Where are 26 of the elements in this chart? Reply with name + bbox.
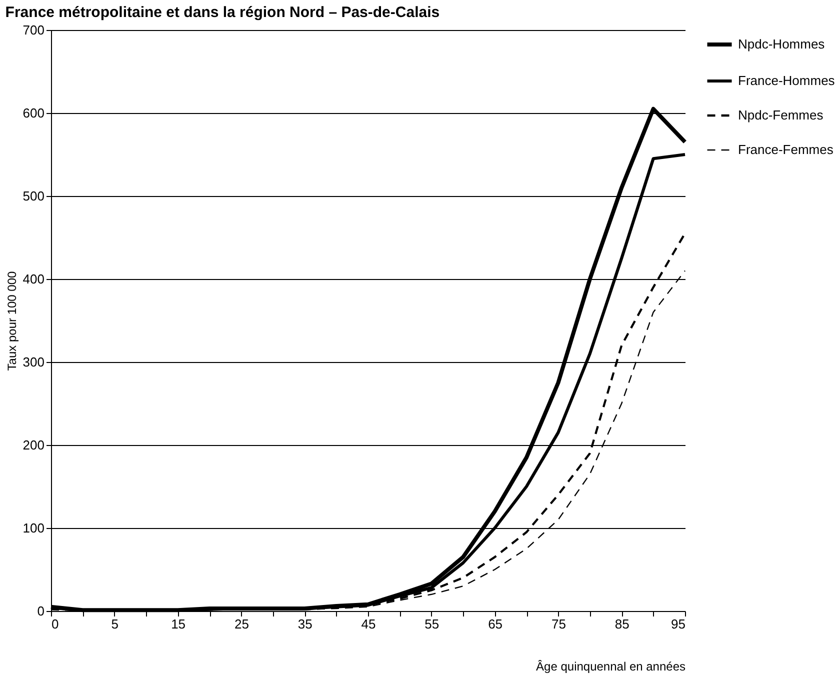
x-axis-title: Âge quinquennal en années [536,660,686,674]
x-tick-label: 55 [424,616,440,632]
y-tick-label: 100 [22,520,44,536]
x-tick-label: 75 [551,616,566,632]
legend-label: France-Femmes [738,142,834,157]
x-tick-label: 0 [52,616,59,632]
y-tick-label: 600 [22,106,44,120]
y-tick-label: 500 [22,188,44,204]
x-tick-label: 35 [298,616,312,632]
y-axis-title: Taux pour 100 000 [4,270,19,371]
x-tick-label: 5 [111,616,119,632]
x-tick-label: 45 [361,616,376,632]
y-tick-label: 700 [22,22,44,38]
y-tick-label: 0 [37,604,44,618]
x-tick-label: 85 [614,616,630,632]
legend-label: Npdc-Hommes [738,36,826,52]
legend-label: Npdc-Femmes [738,108,824,122]
legend-label: France-Hommes [738,73,836,88]
x-tick-label: 15 [171,616,186,632]
x-tick-label: 65 [488,616,503,632]
y-tick-label: 400 [22,272,44,286]
x-tick-label: 95 [671,616,686,632]
y-tick-label: 200 [22,438,44,452]
y-tick-label: 300 [22,354,44,370]
x-tick-label: 25 [234,616,249,632]
chart-title: France métropolitaine et dans la région Nord – Pas-de-Calais [5,4,440,21]
